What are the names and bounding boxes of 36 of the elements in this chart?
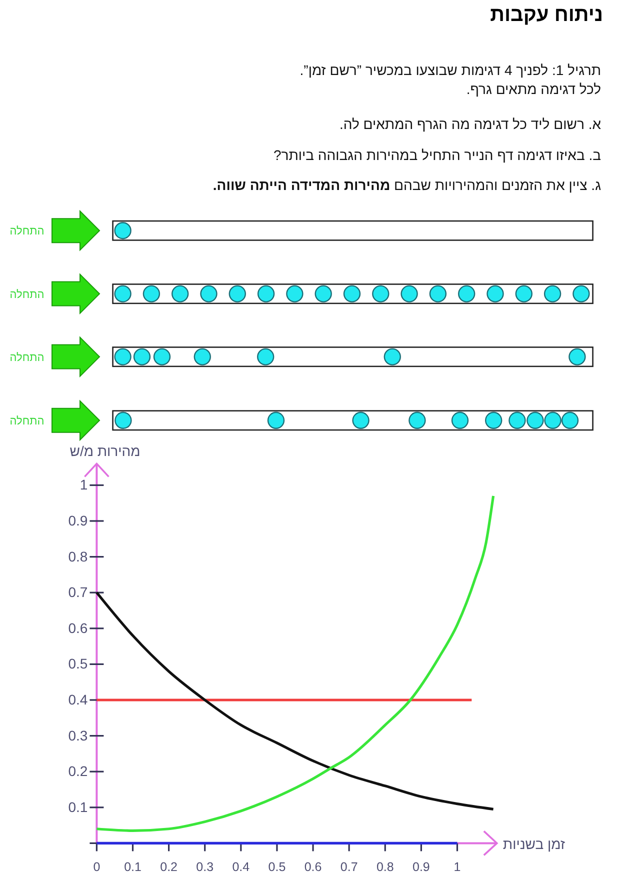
x-tick-label: 0.1 <box>124 860 142 873</box>
x-tick-label: 0.5 <box>268 860 286 873</box>
x-tick-label: 0.3 <box>196 860 214 873</box>
x-tick-label: 0 <box>93 860 100 873</box>
x-tick-label: 0.7 <box>340 860 358 873</box>
x-tick-label: 0.2 <box>160 860 178 873</box>
x-tick-label: 1 <box>454 860 461 873</box>
text: התחלה <box>10 226 44 238</box>
y-tick-label: 0.1 <box>68 798 88 815</box>
text: התחלה <box>10 352 44 364</box>
y-tick-label: 0.9 <box>68 512 88 528</box>
y-tick-label: 0.7 <box>68 584 88 600</box>
x-tick-label: 0.6 <box>304 860 322 873</box>
y-tick-label: 0.2 <box>68 763 88 780</box>
text: תרגיל 1: לפניך 4 דגימות שבוצעו במכשיר ”רשם זמן”. <box>300 62 601 78</box>
text: התחלה <box>10 288 44 301</box>
y-axis-title: מהירות מ/ש <box>70 443 140 459</box>
x-tick-label: 0.4 <box>232 860 250 873</box>
text: ניתוח עקבות <box>490 4 603 26</box>
line-series <box>95 494 495 832</box>
y-tick-label: 1 <box>80 476 88 493</box>
text: מהירות המדידה הייתה שווה. <box>212 177 394 193</box>
text: התחלה <box>10 415 44 428</box>
y-tick-label: 0.5 <box>68 656 88 672</box>
x-tick-label: 0.8 <box>376 860 394 873</box>
text: א. רשום ליד כל דגימה מה הגרף המתאים לה. <box>339 116 602 132</box>
y-tick-label: 0.3 <box>68 727 88 744</box>
x-axis-title: זמן בשניות <box>502 836 566 852</box>
text: ג. ציין את הזמנים והמהירויות שבהם <box>394 177 602 193</box>
line-series <box>95 591 495 810</box>
text: לכל דגימה מתאים גרף. <box>466 81 601 97</box>
y-tick-label: 0.8 <box>68 548 88 564</box>
y-tick-label: 0.6 <box>68 620 88 636</box>
text: ב. באיזו דגימה דף הנייר התחיל במהירות הגבוהה ביותר? <box>273 147 601 163</box>
y-tick-label: 0.4 <box>68 691 88 708</box>
x-tick-label: 0.9 <box>412 860 430 873</box>
